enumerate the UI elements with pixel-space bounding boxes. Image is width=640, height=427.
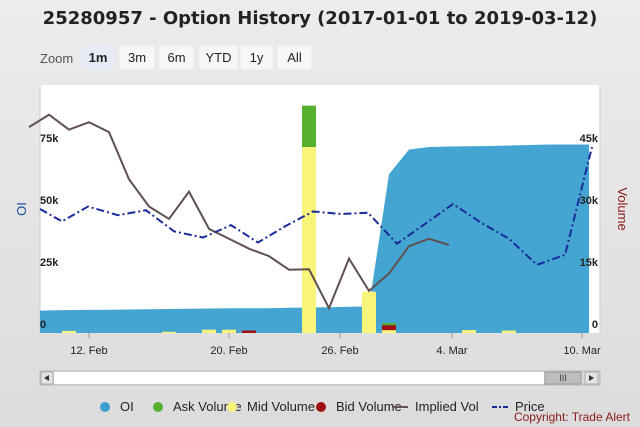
chevron-left-icon [44,375,49,381]
legend-dot-icon [100,402,110,412]
zoom-button-label: 6m [167,50,185,65]
left-axis-title: OI [14,202,29,216]
left-tick-label: 50k [40,195,59,207]
zoom-button-label: 1m [89,50,108,65]
zoom-button-label: 3m [128,50,146,65]
zoom-button-bg[interactable] [199,45,238,70]
zoom-button-all[interactable]: All [277,45,312,70]
zoom-button-1y[interactable]: 1y [240,45,273,70]
legend-dot-icon [227,402,237,412]
navigator-window[interactable] [54,372,544,384]
x-tick-label: 10. Mar [563,345,601,357]
ask-volume-bar [382,323,396,326]
credit-text: Copyright: Trade Alert [514,410,631,424]
bid-volume-bar [382,325,396,331]
right-tick-label: 0 [592,319,598,331]
line-series [28,113,593,311]
x-tick-label: 20. Feb [210,345,247,357]
zoom-button-bg[interactable] [81,45,115,70]
mid-volume-bar [302,147,316,333]
volume-bars [62,105,516,334]
x-tick-label: 4. Mar [436,345,468,357]
mid-volume-bar [502,330,516,333]
zoom-button-bg[interactable] [119,45,155,70]
zoom-button-label: 1y [250,50,264,65]
legend-item-mid-volume[interactable]: Mid Volume [227,399,315,414]
legend-dot-icon [153,402,163,412]
right-tick-label: 45k [580,133,599,145]
legend-label: OI [120,399,134,414]
legend-item-bid-volume[interactable]: Bid Volume [316,399,402,414]
chevron-right-icon [589,375,594,381]
right-axis-title: Volume [615,187,630,230]
x-tick-label: 12. Feb [70,345,107,357]
legend-item-ask-volume[interactable]: Ask Volume [153,399,242,414]
zoom-buttons: 1m 3m 6m YTD 1y All [81,45,312,70]
legend-label: Price [515,399,545,414]
left-tick-label: 25k [40,257,59,269]
mid-volume-bar [382,330,396,333]
zoom-button-bg[interactable] [240,45,273,70]
scrollbar-grip-icon: III [559,373,567,383]
scrollbar-thumb[interactable] [544,371,582,385]
chart-title: 25280957 - Option History (2017-01-01 to… [43,8,598,29]
axes: 0 25k 50k 75k 0 15k 30k 45k 12. Feb 20. Feb 26. Fe… [40,133,601,357]
zoom-button-1m[interactable]: 1m [81,45,115,70]
zoom-button-bg[interactable] [159,45,194,70]
zoom-label: Zoom [40,51,73,66]
mid-volume-bar [162,331,176,334]
zoom-button-6m[interactable]: 6m [159,45,194,70]
legend-label: Bid Volume [336,399,402,414]
right-tick-label: 30k [580,195,599,207]
legend-item-oi[interactable]: OI [100,399,134,414]
legend-label: Mid Volume [247,399,315,414]
mid-volume-bar [62,330,76,333]
zoom-button-ytd[interactable]: YTD [199,45,238,70]
oi-series [40,144,589,333]
navigator-scrollbar[interactable]: III [39,370,601,386]
zoom-button-3m[interactable]: 3m [119,45,155,70]
mid-volume-bar [362,291,376,333]
legend-dot-icon [316,402,326,412]
right-tick-label: 15k [580,257,599,269]
implied-vol-line [28,113,450,311]
mid-volume-bar [462,330,476,333]
price-line [39,146,593,266]
legend-label: Ask Volume [173,399,242,414]
mid-volume-bar [202,329,216,333]
zoom-button-bg[interactable] [277,45,312,70]
oi-area [40,144,589,333]
legend-label: Implied Vol [415,399,479,414]
legend-item-implied-vol[interactable]: Implied Vol [392,399,479,414]
x-tick-label: 26. Feb [321,345,358,357]
legend: OI Ask Volume Mid Volume Bid Volume Implied … [100,399,545,414]
zoom-button-label: YTD [206,50,232,65]
ask-volume-bar [302,105,316,147]
left-tick-label: 75k [40,133,59,145]
bid-volume-bar [242,330,256,333]
legend-item-price[interactable]: Price [492,399,545,414]
mid-volume-bar [222,329,236,333]
left-tick-label: 0 [40,319,46,331]
zoom-button-label: All [287,50,302,65]
